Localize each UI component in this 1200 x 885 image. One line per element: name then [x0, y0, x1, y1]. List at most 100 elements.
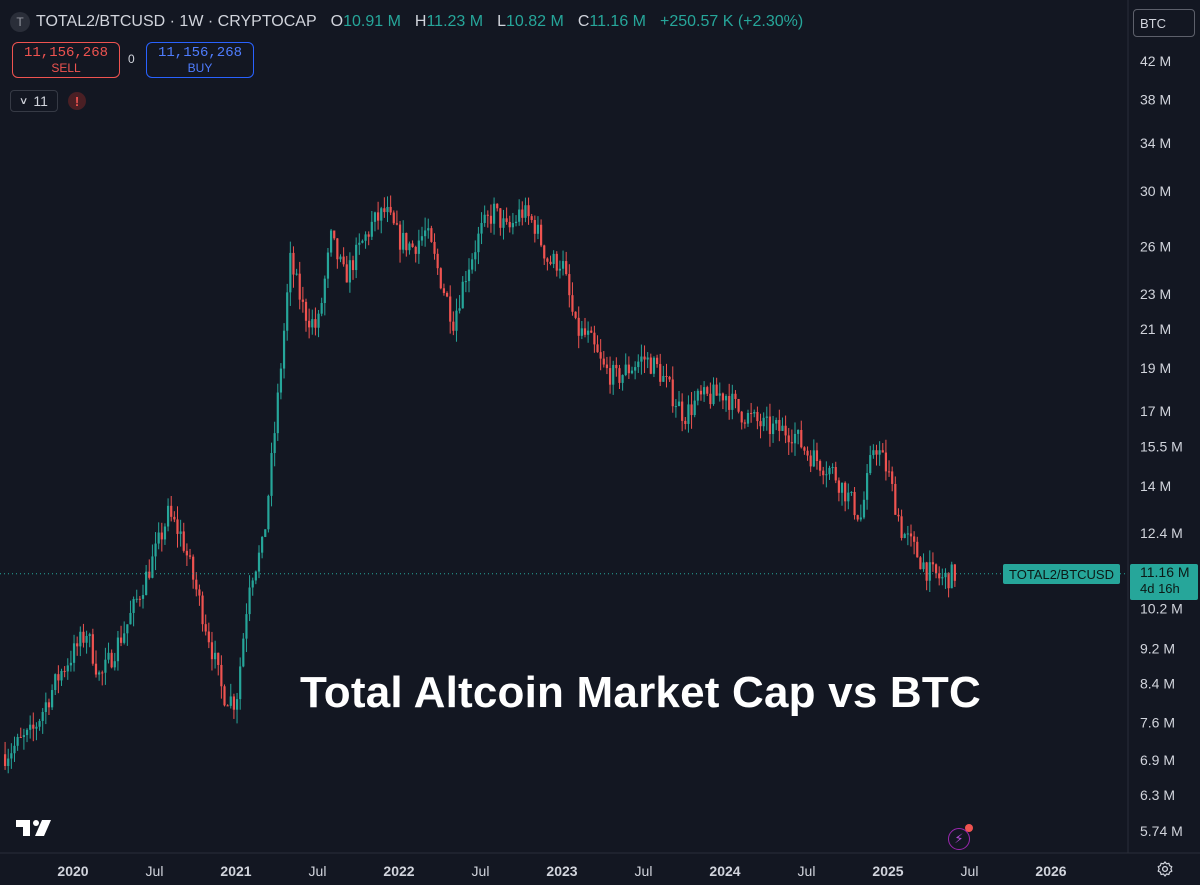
candle-body	[743, 422, 746, 424]
price-axis[interactable]: 42 M 38 M 34 M 30 M 26 M 23 M 21 M 19 M 17 M 15.5…	[1140, 53, 1183, 839]
candle-body	[891, 471, 894, 484]
candle-body	[267, 495, 270, 530]
chart-legend: T TOTAL2/BTCUSD · 1W · CRYPTOCAP O10.91 …	[10, 10, 803, 34]
gear-icon[interactable]	[1156, 860, 1174, 878]
candle-body	[320, 303, 323, 314]
candle-body	[207, 631, 210, 643]
candle-body	[13, 745, 16, 754]
candle-body	[47, 702, 51, 708]
candle-body	[370, 221, 373, 237]
candle-body	[248, 587, 251, 615]
candle-body	[301, 299, 304, 302]
candle-body	[223, 686, 226, 706]
candle-body	[793, 433, 797, 444]
candle-body	[198, 589, 201, 596]
warning-icon[interactable]: !	[68, 92, 86, 110]
candle-body	[98, 672, 101, 675]
price-axis-label: 23 M	[1140, 286, 1171, 302]
candle-body	[166, 505, 170, 527]
candle-body	[326, 252, 330, 279]
candle-body	[646, 357, 649, 360]
candle-body	[781, 425, 784, 431]
tradingview-logo-icon[interactable]	[16, 818, 52, 838]
candle-body	[706, 387, 709, 394]
candle-body	[411, 243, 414, 247]
candle-body	[797, 429, 800, 434]
candle-body	[634, 367, 637, 371]
candle-body	[825, 474, 828, 476]
candle-body	[840, 482, 844, 493]
candle-body	[57, 674, 60, 681]
price-axis-label: 8.4 M	[1140, 676, 1175, 692]
flash-icon[interactable]: ⚡	[948, 828, 970, 850]
candle-body	[919, 557, 922, 570]
candle-body	[69, 662, 73, 666]
price-axis-label: 9.2 M	[1140, 640, 1175, 656]
candle-body	[574, 311, 577, 318]
symbol-title[interactable]: TOTAL2/BTCUSD · 1W · CRYPTOCAP	[36, 13, 317, 30]
buy-button[interactable]: 11,156,268 BUY	[146, 42, 254, 78]
open-value: 10.91 M	[343, 13, 401, 30]
price-axis-label: 38 M	[1140, 92, 1171, 108]
candle-body	[433, 241, 436, 254]
candle-body	[775, 419, 778, 424]
candle-body	[514, 221, 518, 224]
candle-body	[398, 224, 402, 250]
candle-body	[160, 532, 163, 540]
candle-body	[850, 491, 853, 493]
candle-body	[10, 753, 13, 759]
ohlc-low: L10.82 M	[497, 13, 564, 31]
candle-body	[558, 268, 562, 271]
candle-body	[859, 517, 862, 520]
candle-body	[229, 696, 232, 706]
candle-body	[101, 672, 104, 674]
candle-body	[784, 425, 787, 436]
currency-selector[interactable]: BTC	[1133, 9, 1195, 37]
candle-body	[414, 246, 417, 254]
candle-body	[351, 260, 355, 271]
candle-body	[822, 470, 825, 476]
indicator-count: 11	[33, 93, 48, 109]
candle-body	[138, 598, 141, 600]
price-axis-label: 42 M	[1140, 53, 1171, 69]
candle-body	[731, 393, 734, 410]
candle-body	[232, 696, 236, 710]
time-axis-label: 2026	[1035, 863, 1066, 879]
candle-body	[123, 633, 126, 643]
candle-body	[580, 328, 583, 336]
candle-body	[25, 729, 29, 736]
time-axis[interactable]: 2020 Jul 2021 Jul 2022 Jul 2023 Jul 2024 Jul 2025 J…	[57, 863, 1066, 879]
candle-body	[561, 261, 565, 269]
candle-body	[264, 529, 267, 537]
candle-body	[690, 404, 693, 416]
symbol-logo-icon[interactable]: T	[10, 12, 30, 32]
candle-body	[66, 665, 69, 672]
candle-body	[715, 384, 718, 396]
sell-button[interactable]: 11,156,268 SELL	[12, 42, 120, 78]
candle-body	[141, 595, 145, 599]
candle-body	[618, 368, 621, 383]
candle-body	[938, 573, 941, 579]
candle-body	[173, 516, 176, 520]
candle-body	[373, 212, 377, 222]
sell-label: SELL	[51, 60, 81, 75]
time-axis-label: Jul	[961, 863, 979, 879]
time-axis-label: 2020	[57, 863, 88, 879]
candle-body	[662, 376, 665, 382]
candle-body	[540, 224, 543, 246]
candle-body	[878, 450, 881, 455]
price-axis-label: 14 M	[1140, 478, 1171, 494]
indicators-toggle[interactable]: ∨ 11	[10, 90, 58, 112]
candle-body	[85, 635, 88, 643]
candle-body	[844, 482, 847, 502]
candle-body	[201, 595, 204, 625]
candle-body	[812, 450, 815, 467]
candle-body	[684, 420, 687, 424]
candle-body	[276, 392, 279, 434]
candle-body	[884, 452, 888, 472]
candle-body	[408, 243, 411, 251]
candle-body	[163, 526, 167, 540]
candle-body	[7, 758, 10, 767]
candle-body	[486, 214, 489, 216]
